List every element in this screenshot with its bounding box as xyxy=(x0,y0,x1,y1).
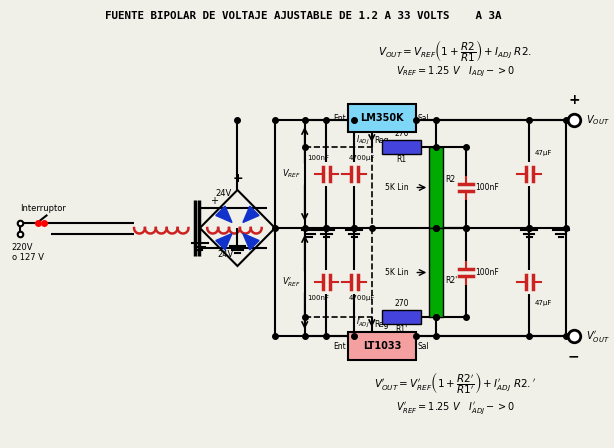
Text: +: + xyxy=(568,93,580,107)
Bar xyxy=(348,104,416,132)
Text: Sal: Sal xyxy=(418,113,429,122)
Text: LM350K: LM350K xyxy=(360,113,403,123)
Text: 24V: 24V xyxy=(216,189,232,198)
Polygon shape xyxy=(216,233,232,250)
Text: Ent: Ent xyxy=(333,341,346,350)
Text: −: − xyxy=(568,349,580,363)
Text: R2': R2' xyxy=(445,276,457,285)
Text: $V_{OUT} = V_{REF}\left(1+\dfrac{R2}{R1}\right)+I_{ADJ}\ R2.$: $V_{OUT} = V_{REF}\left(1+\dfrac{R2}{R1}… xyxy=(378,38,532,64)
Bar xyxy=(348,332,416,360)
Text: $I_{ADJ}'$: $I_{ADJ}'$ xyxy=(356,316,370,330)
Bar xyxy=(382,310,421,324)
Text: $V_{OUT}$: $V_{OUT}$ xyxy=(586,113,609,127)
Text: 4700µF: 4700µF xyxy=(349,295,375,301)
Text: 100nF: 100nF xyxy=(308,295,330,301)
Text: 100nF: 100nF xyxy=(476,268,499,277)
Text: 24V: 24V xyxy=(217,250,234,259)
Text: 270: 270 xyxy=(394,129,409,138)
Bar xyxy=(429,147,443,228)
Polygon shape xyxy=(243,233,259,250)
Text: Ent: Ent xyxy=(333,113,346,122)
Text: +: + xyxy=(232,172,243,185)
Text: 47µF: 47µF xyxy=(534,150,552,156)
Text: $V_{REF}'=1.25\ V\quad I_{ADJ}'->0$: $V_{REF}'=1.25\ V\quad I_{ADJ}'->0$ xyxy=(395,400,515,416)
Bar xyxy=(429,228,443,317)
Text: $V_{OUT}'=V_{REF}'\left(1+\dfrac{R2'}{R1'}\right)+I_{ADJ}'\ R2.'$: $V_{OUT}'=V_{REF}'\left(1+\dfrac{R2'}{R1… xyxy=(374,370,536,396)
Text: Sal: Sal xyxy=(418,341,429,350)
Text: 100nF: 100nF xyxy=(308,155,330,161)
Text: o 127 V: o 127 V xyxy=(12,253,44,262)
Text: $V_{REF}'$: $V_{REF}'$ xyxy=(282,275,301,289)
Text: R1: R1 xyxy=(397,155,406,164)
Text: $V_{REF}$: $V_{REF}$ xyxy=(282,168,301,180)
Text: $V_{OUT}'$: $V_{OUT}'$ xyxy=(586,328,609,344)
Polygon shape xyxy=(216,206,232,223)
Text: +: + xyxy=(210,196,218,206)
Text: 5K Lin: 5K Lin xyxy=(385,183,408,192)
Text: R2: R2 xyxy=(445,175,455,184)
Text: LT1033: LT1033 xyxy=(363,341,401,351)
Text: Reg: Reg xyxy=(374,319,388,328)
Text: 4700µF: 4700µF xyxy=(349,155,375,161)
Text: FUENTE BIPOLAR DE VOLTAJE AJUSTABLE DE 1.2 A 33 VOLTS    A 3A: FUENTE BIPOLAR DE VOLTAJE AJUSTABLE DE 1… xyxy=(106,11,502,21)
Text: 100nF: 100nF xyxy=(476,183,499,192)
Text: 270: 270 xyxy=(394,299,409,308)
Polygon shape xyxy=(243,206,259,223)
Text: Interruptor: Interruptor xyxy=(20,203,66,212)
Text: 5K Lin: 5K Lin xyxy=(385,268,408,277)
Text: 220V: 220V xyxy=(12,243,33,252)
Text: 47µF: 47µF xyxy=(534,300,552,306)
Text: $I_{ADJ}$: $I_{ADJ}$ xyxy=(356,134,370,147)
Text: Reg: Reg xyxy=(374,135,388,145)
Bar xyxy=(382,140,421,154)
Text: R1': R1' xyxy=(395,325,408,334)
Text: $V_{REF}=1.25\ V\quad I_{ADJ}->0$: $V_{REF}=1.25\ V\quad I_{ADJ}->0$ xyxy=(395,65,515,79)
